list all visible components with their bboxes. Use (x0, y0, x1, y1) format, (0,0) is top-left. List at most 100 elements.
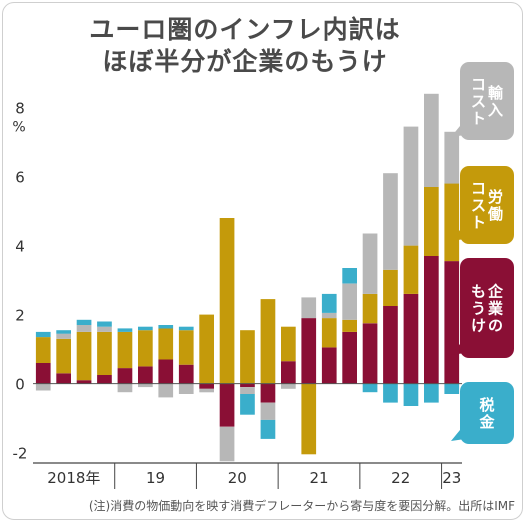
bar-profit-2021Q1 (281, 361, 296, 384)
y-tick-label-0: -2 (13, 445, 28, 463)
bar-import-2018Q4 (97, 326, 112, 332)
source-note: (注)消費の物価動向を映す消費デフレーターから寄与度を要因分解。出所はIMF (88, 499, 515, 513)
bar-profit-2022Q4 (424, 256, 439, 384)
bar-import-2021Q2 (301, 297, 317, 319)
bar-profit-2020Q2 (219, 383, 235, 427)
legend-char-profit-0-1: 業 (487, 300, 504, 318)
bar-import-2020Q3 (240, 387, 255, 394)
bar-labor-2018Q3 (76, 331, 92, 381)
y-tick-label-5: 8 (15, 100, 25, 118)
bar-labor-2022Q4 (424, 187, 439, 256)
legend-pointer-import (451, 126, 472, 137)
y-tick-label-4: 6 (15, 169, 25, 187)
legend-pointer-tax (451, 430, 472, 441)
bar-tax-2021Q4 (342, 268, 357, 284)
bar-tax-2020Q3 (240, 394, 255, 415)
bar-profit-2018Q2 (56, 373, 71, 384)
bar-tax-2021Q3 (321, 293, 337, 313)
bar-profit-2019Q4 (178, 364, 194, 384)
x-group-label-0: 2018年 (47, 469, 100, 487)
bar-import-2020Q1 (199, 388, 214, 393)
bar-tax-2018Q2 (56, 330, 71, 334)
y-tick-label-3: 4 (15, 238, 25, 256)
x-group-label-4: 22 (391, 469, 410, 487)
bar-profit-2021Q3 (321, 347, 337, 384)
x-group-label-5: 23 (442, 469, 461, 487)
bar-profit-2023Q1 (444, 261, 460, 384)
legend-char-profit-0-0: 企 (487, 283, 504, 301)
legend-char-labor-0-0: 労 (488, 188, 503, 206)
bar-profit-2021Q2 (301, 318, 317, 384)
bar-labor-2019Q2 (138, 330, 153, 367)
x-group-label-2: 20 (228, 469, 247, 487)
bar-labor-2020Q4 (260, 299, 276, 384)
bar-tax-2019Q4 (178, 326, 194, 331)
bar-tax-2023Q1 (444, 383, 460, 394)
chart-title-line-1: ユーロ圏のインフレ内訳は (89, 15, 401, 44)
bar-import-2019Q3 (158, 383, 174, 398)
bar-import-2018Q2 (56, 333, 71, 339)
bar-profit-2022Q3 (403, 293, 419, 384)
legend-char-profit-1-0: も (471, 283, 486, 301)
y-unit-label: % (12, 120, 25, 136)
legend-char-profit-1-1: う (471, 300, 486, 318)
bar-labor-2021Q2 (301, 383, 317, 455)
bar-import-2023Q1 (444, 131, 460, 184)
bar-import-2020Q2 (219, 426, 235, 462)
bar-import-2021Q3 (321, 312, 337, 319)
x-group-label-3: 21 (309, 469, 328, 487)
bar-labor-2020Q2 (219, 218, 235, 384)
bar-labor-2021Q4 (342, 319, 357, 332)
bar-import-2021Q4 (342, 283, 357, 320)
bar-tax-2019Q2 (138, 326, 153, 331)
bar-profit-2021Q4 (342, 331, 357, 384)
bar-profit-2019Q1 (117, 368, 133, 384)
bar-labor-2020Q1 (199, 314, 214, 384)
legend-box-tax (460, 382, 514, 444)
legend-char-import-0-0: 輸 (488, 84, 504, 102)
bar-import-2019Q2 (138, 383, 153, 388)
bar-tax-2018Q3 (76, 319, 92, 325)
legend-box-import (460, 62, 514, 140)
bar-tax-2018Q1 (35, 331, 51, 338)
bar-profit-2020Q3 (240, 383, 255, 388)
bar-import-2022Q3 (403, 126, 419, 246)
bar-tax-2022Q1 (362, 383, 378, 393)
bar-profit-2020Q4 (260, 383, 276, 403)
bar-tax-2020Q4 (260, 419, 276, 439)
bar-tax-2022Q2 (383, 383, 398, 403)
bar-labor-2019Q3 (158, 328, 174, 360)
bar-tax-2019Q1 (117, 328, 133, 332)
bar-profit-2022Q2 (383, 306, 398, 384)
bar-import-2019Q4 (178, 383, 194, 394)
legend-pointer-profit (451, 344, 472, 355)
legend-char-tax-0-1: 金 (478, 413, 495, 431)
legend-char-labor-1-0: コ (471, 180, 486, 198)
legend-char-labor-1-1: ス (471, 197, 486, 215)
legend-pointer-labor (451, 230, 472, 241)
bar-import-2018Q3 (76, 325, 92, 332)
bar-profit-2019Q2 (138, 366, 153, 384)
x-group-label-1: 19 (146, 469, 165, 487)
legend-char-import-1-1: ス (471, 93, 486, 111)
bar-import-2021Q1 (281, 383, 296, 389)
bar-import-2022Q1 (362, 233, 378, 294)
bar-import-2018Q1 (35, 383, 51, 391)
bar-labor-2018Q2 (56, 338, 71, 374)
bar-labor-2019Q4 (178, 330, 194, 365)
legend-char-tax-0-0: 税 (479, 396, 494, 414)
legend-char-import-1-0: コ (471, 76, 486, 94)
chart-title-line-2: ほぼ半分が企業のもうけ (102, 47, 388, 76)
legend-char-profit-0-2: の (488, 317, 503, 335)
chart-frame (2, 2, 523, 520)
legend-char-labor-0-1: 働 (487, 205, 503, 223)
y-tick-label-1: 0 (15, 376, 25, 394)
bar-labor-2018Q1 (35, 337, 51, 363)
bar-profit-2018Q1 (35, 362, 51, 384)
bar-import-2020Q4 (260, 402, 276, 420)
bar-profit-2019Q3 (158, 359, 174, 384)
legend-char-profit-1-2: け (471, 317, 486, 335)
bar-tax-2022Q3 (403, 383, 419, 406)
bar-labor-2021Q3 (321, 318, 337, 348)
